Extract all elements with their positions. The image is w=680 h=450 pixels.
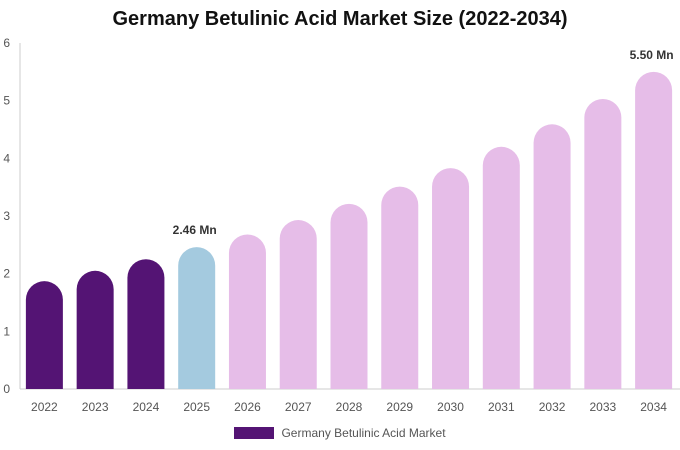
x-tick-label: 2032 [539,400,566,414]
bar-2022 [25,281,63,389]
legend-swatch [234,427,275,439]
data-label: 5.50 Mn [630,48,674,62]
x-tick-label: 2028 [336,400,363,414]
bar-2033 [584,98,622,389]
y-tick-label: 6 [3,36,10,50]
chart-legend: Germany Betulinic Acid Market [0,426,680,440]
bar-2023 [76,270,114,389]
x-tick-label: 2025 [183,400,210,414]
x-tick-label: 2031 [488,400,515,414]
chart-title: Germany Betulinic Acid Market Size (2022… [112,8,568,30]
bar-2031 [482,146,520,389]
legend-label: Germany Betulinic Acid Market [281,426,446,440]
x-tick-label: 2023 [82,400,109,414]
x-tick-label: 2033 [589,400,616,414]
y-tick-label: 0 [3,382,10,396]
x-tick-label: 2030 [437,400,464,414]
x-tick-label: 2034 [640,400,667,414]
y-tick-label: 4 [3,151,10,165]
y-tick-label: 2 [3,267,10,281]
y-tick-label: 3 [3,209,10,223]
bar-2027 [279,220,317,389]
bar-2024 [127,259,165,389]
x-tick-label: 2026 [234,400,261,414]
bar-2026 [228,234,266,389]
bar-2032 [533,124,571,389]
x-tick-label: 2029 [386,400,413,414]
x-tick-label: 2022 [31,400,58,414]
bar-2030 [432,168,470,389]
y-tick-label: 1 [3,324,10,338]
y-tick-label: 5 [3,94,10,108]
bar-2029 [381,186,419,389]
x-tick-label: 2024 [133,400,160,414]
bar-2028 [330,203,368,389]
bar-2034 [635,71,673,389]
bar-2025 [178,247,216,389]
data-label: 2.46 Mn [173,223,217,237]
x-tick-label: 2027 [285,400,312,414]
